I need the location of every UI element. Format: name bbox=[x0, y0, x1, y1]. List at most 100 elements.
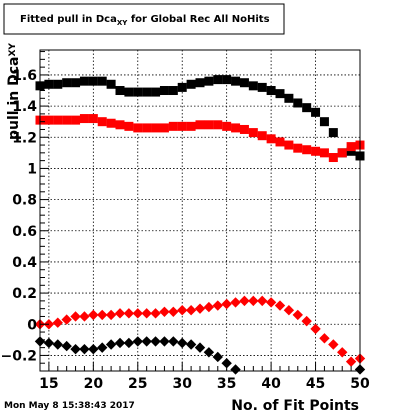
data-point-square bbox=[293, 98, 303, 108]
data-point-diamond bbox=[283, 305, 295, 316]
data-point-diamond bbox=[301, 315, 312, 327]
data-point-square bbox=[124, 121, 134, 131]
y-axis-title-subscript: XY bbox=[8, 43, 18, 57]
data-point-square bbox=[195, 120, 205, 130]
data-point-diamond bbox=[88, 309, 99, 321]
x-tick-label: 35 bbox=[217, 376, 236, 392]
data-point-diamond bbox=[194, 303, 206, 314]
data-point-square bbox=[213, 75, 223, 85]
data-point-diamond bbox=[345, 356, 357, 367]
data-point-square bbox=[222, 121, 232, 131]
data-point-diamond bbox=[177, 305, 188, 316]
data-point-diamond bbox=[310, 323, 321, 335]
data-point-square bbox=[133, 123, 143, 133]
data-point-diamond bbox=[274, 300, 286, 311]
data-point-square bbox=[231, 123, 241, 133]
x-axis-title: No. of Fit Points bbox=[231, 398, 359, 414]
plot-frame bbox=[39, 49, 361, 372]
data-point-square bbox=[97, 117, 107, 127]
data-point-square bbox=[311, 107, 321, 117]
data-point-square bbox=[88, 114, 98, 124]
chart-title: Fitted pull in DcaXY for Global Rec All … bbox=[20, 14, 270, 27]
y-tick-label: 0 bbox=[27, 317, 37, 333]
data-point-square bbox=[186, 79, 196, 89]
data-point-diamond bbox=[221, 298, 232, 310]
data-point-square bbox=[44, 79, 54, 89]
data-point-diamond bbox=[212, 351, 223, 363]
data-point-diamond bbox=[132, 308, 143, 319]
data-point-square bbox=[266, 134, 276, 144]
data-point-diamond bbox=[159, 336, 170, 347]
data-point-square bbox=[177, 82, 187, 92]
y-tick-label: 1.4 bbox=[12, 99, 37, 115]
data-point-square bbox=[346, 142, 356, 152]
data-point-square bbox=[115, 120, 125, 130]
data-point-diamond bbox=[105, 309, 117, 321]
data-point-square bbox=[239, 78, 249, 88]
data-point-square bbox=[319, 117, 329, 127]
data-point-square bbox=[53, 79, 63, 89]
data-point-diamond bbox=[123, 308, 135, 319]
data-point-diamond bbox=[230, 297, 241, 308]
data-point-diamond bbox=[319, 333, 330, 344]
y-tick-label: 1 bbox=[27, 161, 37, 177]
data-point-diamond bbox=[123, 337, 135, 349]
data-point-square bbox=[177, 121, 187, 131]
datestamp: Mon May 8 15:38:43 2017 bbox=[4, 401, 135, 411]
data-point-square bbox=[257, 82, 267, 92]
data-point-square bbox=[168, 86, 178, 96]
data-point-square bbox=[53, 115, 63, 125]
title-frame bbox=[3, 3, 285, 35]
title-box: Fitted pull in DcaXY for Global Rec All … bbox=[3, 3, 285, 35]
data-point-square bbox=[44, 115, 54, 125]
data-point-square bbox=[337, 148, 347, 158]
data-point-square bbox=[195, 78, 205, 88]
data-point-diamond bbox=[265, 297, 277, 308]
data-point-diamond bbox=[292, 309, 303, 321]
data-point-square bbox=[124, 87, 134, 97]
data-point-diamond bbox=[239, 295, 250, 307]
data-point-diamond bbox=[70, 343, 81, 355]
data-point-square bbox=[346, 146, 356, 156]
data-point-square bbox=[275, 137, 285, 147]
data-point-square bbox=[248, 128, 258, 138]
data-point-square bbox=[88, 76, 98, 86]
data-point-diamond bbox=[79, 311, 90, 322]
data-point-square bbox=[71, 115, 81, 125]
data-point-square bbox=[204, 120, 214, 130]
data-point-square bbox=[213, 120, 223, 130]
y-axis-title: pull in DcaXY bbox=[6, 43, 22, 140]
data-point-diamond bbox=[52, 339, 63, 350]
series-2 bbox=[34, 295, 366, 367]
data-point-diamond bbox=[61, 340, 72, 352]
data-point-diamond bbox=[52, 317, 63, 328]
y-tick-label: 0.2 bbox=[12, 286, 37, 302]
data-point-diamond bbox=[185, 305, 197, 316]
data-point-square bbox=[168, 121, 178, 131]
data-point-square bbox=[151, 123, 161, 133]
data-point-diamond bbox=[114, 308, 126, 319]
chart-title-subscript: XY bbox=[117, 19, 128, 27]
data-point-diamond bbox=[328, 339, 339, 350]
data-point-diamond bbox=[79, 343, 90, 355]
series-3 bbox=[34, 336, 241, 375]
data-point-square bbox=[204, 76, 214, 86]
data-point-square bbox=[142, 87, 152, 97]
data-point-square bbox=[97, 76, 107, 86]
data-point-square bbox=[115, 86, 125, 96]
data-point-diamond bbox=[168, 336, 179, 347]
data-point-square bbox=[186, 121, 196, 131]
y-tick-label: 0.4 bbox=[12, 255, 37, 271]
data-point-square bbox=[319, 148, 329, 158]
axis-ticks: 15 20 25 30 35 40 45 50 −0.2 0 0.2 0.4 0.6 0.8 1 1.2 1.4… bbox=[0, 51, 370, 392]
x-tick-label: 40 bbox=[261, 376, 281, 392]
data-point-square bbox=[133, 87, 143, 97]
data-point-square bbox=[257, 131, 267, 141]
data-point-diamond bbox=[43, 337, 55, 349]
data-point-square bbox=[142, 123, 152, 133]
data-point-diamond bbox=[70, 311, 81, 322]
y-tick-label: 1.2 bbox=[12, 130, 37, 146]
x-tick-label: 45 bbox=[306, 376, 325, 392]
data-point-square bbox=[231, 76, 241, 86]
